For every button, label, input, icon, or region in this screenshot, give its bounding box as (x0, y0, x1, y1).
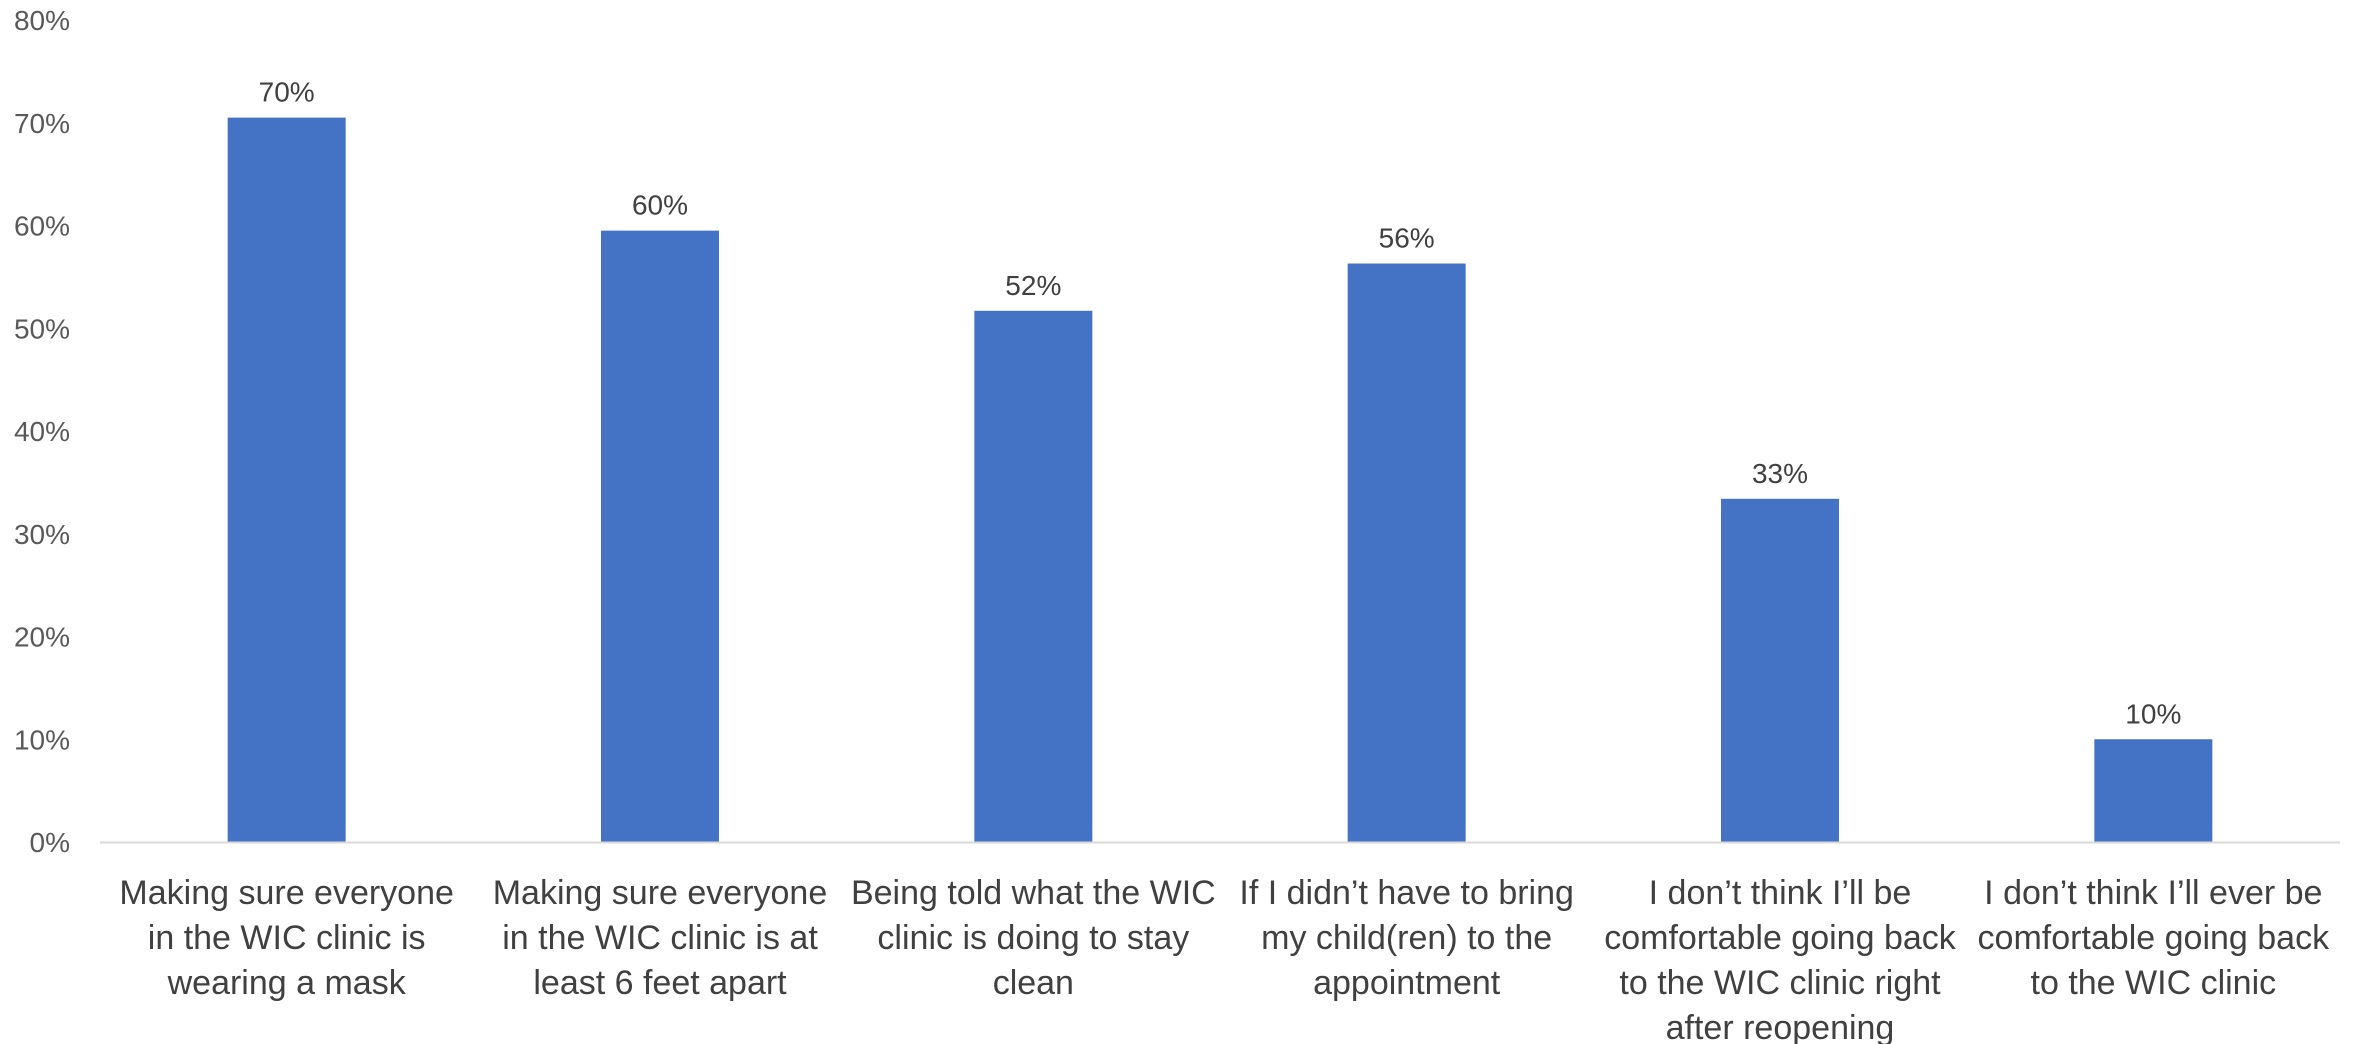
x-category-label-line: to the WIC clinic (2031, 964, 2277, 1002)
y-tick-label: 50% (14, 313, 70, 344)
data-label: 10% (2125, 698, 2181, 729)
y-tick-label: 60% (14, 211, 70, 242)
y-tick-label: 80% (14, 5, 70, 36)
bar (974, 310, 1093, 843)
x-category-label-line: Making sure everyone (493, 874, 828, 912)
bar (1347, 263, 1466, 843)
x-category-label: I don’t think I’ll be comfortable going b… (1604, 874, 1957, 1044)
y-tick-label: 20% (14, 622, 70, 653)
y-tick-label: 10% (14, 724, 70, 755)
bar (1721, 498, 1839, 842)
data-label: 56% (1379, 223, 1435, 254)
category-labels: Making sure everyone in the WIC clinic is… (119, 874, 2330, 1044)
x-category-label-line: I don’t think I’ll be (1649, 874, 1912, 912)
bar (227, 117, 346, 843)
x-category-label-line: least 6 feet apart (533, 964, 787, 1002)
x-category-label: Making sure everyone in the WIC clinic is… (119, 874, 454, 1002)
y-axis-ticks: 0% 10% 20% 30% 40% 50% 60% 70% 80% (14, 5, 70, 858)
bar (2094, 739, 2213, 842)
x-category-label-line: in the WIC clinic is (148, 919, 426, 957)
x-category-label-line: wearing a mask (167, 964, 407, 1002)
data-label: 70% (259, 77, 315, 108)
y-tick-label: 70% (14, 108, 70, 139)
y-tick-label: 30% (14, 519, 70, 550)
data-labels: 70% 60% 52% 56% 33% 10% (259, 77, 2182, 730)
x-category-label-line: after reopening (1666, 1009, 1895, 1044)
x-category-label-line: I don’t think I’ll ever be (1984, 874, 2322, 912)
x-category-label-line: appointment (1313, 964, 1501, 1002)
x-category-label-line: comfortable going back (1604, 919, 1957, 957)
x-category-label-line: Being told what the WIC (851, 874, 1216, 912)
x-category-label-line: clean (993, 964, 1074, 1002)
y-tick-label: 40% (14, 416, 70, 447)
data-label: 52% (1005, 270, 1061, 301)
x-category-label: Making sure everyone in the WIC clinic is… (493, 874, 828, 1002)
x-category-label: If I didn’t have to bring my child(ren) t… (1239, 874, 1574, 1002)
data-label: 33% (1752, 458, 1808, 489)
x-category-label-line: in the WIC clinic is at (502, 919, 818, 957)
bars (227, 117, 2213, 843)
x-category-label-line: to the WIC clinic right (1619, 964, 1941, 1002)
x-category-label-line: clinic is doing to stay (877, 919, 1189, 957)
x-category-label-line: Making sure everyone (119, 874, 454, 912)
x-category-label: I don’t think I’ll ever be comfortable go… (1978, 874, 2331, 1002)
y-tick-label: 0% (30, 827, 70, 858)
x-category-label-line: If I didn’t have to bring (1239, 874, 1574, 912)
data-label: 60% (632, 190, 688, 221)
x-category-label: Being told what the WIC clinic is doing t… (851, 874, 1216, 1002)
x-category-label-line: my child(ren) to the (1261, 919, 1552, 957)
x-category-label-line: comfortable going back (1978, 919, 2331, 957)
bar (601, 230, 719, 842)
